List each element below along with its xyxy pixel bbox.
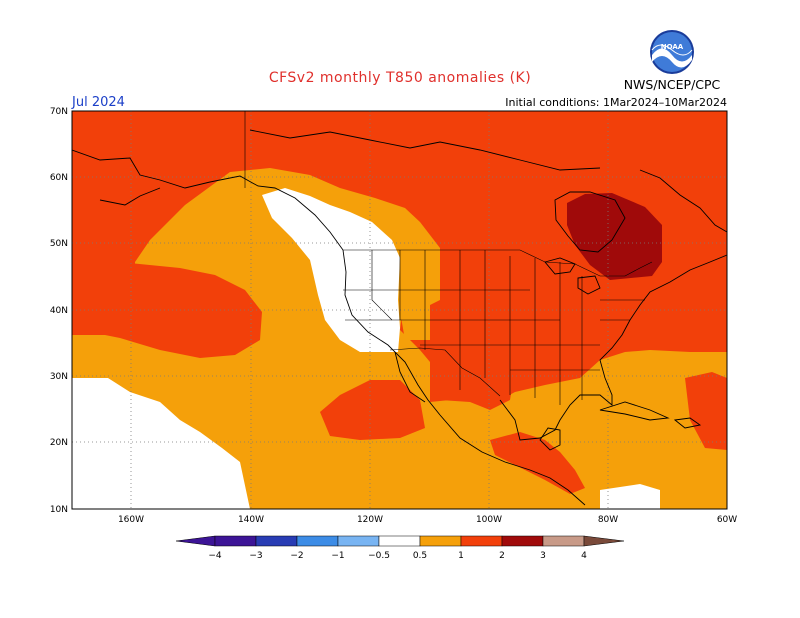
longitude-labels: 160W 140W 120W 100W 80W 60W: [118, 515, 737, 525]
lon-label-100w: 100W: [476, 515, 502, 525]
noaa-logo: NOAA: [650, 30, 694, 74]
colorbar-label: 1: [458, 551, 464, 561]
colorbar-swatch-lt-2: [296, 535, 339, 547]
latitude-labels: 70N 60N 50N 40N 30N 20N 10N: [50, 107, 68, 515]
lat-label-40: 40N: [50, 306, 68, 316]
colorbar-label: 0.5: [413, 551, 427, 561]
colorbar-swatch-gt-2: [501, 535, 544, 547]
map-title: CFSv2 monthly T850 anomalies (K): [269, 70, 531, 86]
lon-label-140w: 140W: [238, 515, 264, 525]
lat-label-50: 50N: [50, 239, 68, 249]
map-frame: [71, 110, 728, 510]
colorbar-label: −0.5: [368, 551, 390, 561]
colorbar-max-arrow: [583, 535, 625, 547]
lon-label-120w: 120W: [357, 515, 383, 525]
colorbar-label: −2: [290, 551, 303, 561]
anomaly-field: [72, 111, 727, 509]
colorbar-label: 4: [581, 551, 587, 561]
colorbar-label: 3: [540, 551, 546, 561]
political-borders: [244, 111, 653, 405]
forecast-month: Jul 2024: [71, 95, 125, 110]
noaa-logo-text: NOAA: [661, 43, 684, 51]
colorbar: −4 −3 −2 −1 −0.5 0.5 1 2 3 4: [175, 535, 625, 561]
colorbar-swatch-lt-4: [214, 535, 257, 547]
colorbar-min-arrow: [175, 535, 216, 547]
lat-label-60: 60N: [50, 173, 68, 183]
lat-label-70: 70N: [50, 107, 68, 117]
agency-label: NWS/NCEP/CPC: [624, 77, 721, 92]
colorbar-label: −4: [208, 551, 222, 561]
colorbar-swatch-lt-1: [337, 535, 380, 547]
lat-label-20: 20N: [50, 438, 68, 448]
lon-label-80w: 80W: [598, 515, 618, 525]
lat-label-30: 30N: [50, 372, 68, 382]
colorbar-swatch-gt-1: [460, 535, 503, 547]
colorbar-swatch-neutral: [378, 535, 421, 547]
lat-label-10: 10N: [50, 505, 68, 515]
lon-label-160w: 160W: [118, 515, 144, 525]
colorbar-swatch-gt-3: [542, 535, 585, 547]
colorbar-label: −1: [331, 551, 344, 561]
colorbar-swatch-lt-3: [255, 535, 298, 547]
colorbar-label: −3: [249, 551, 262, 561]
coastlines: [72, 129, 727, 506]
initial-conditions: Initial conditions: 1Mar2024–10Mar2024: [505, 96, 727, 109]
colorbar-swatch-gt-0-5: [419, 535, 462, 547]
lon-label-60w: 60W: [717, 515, 737, 525]
colorbar-label: 2: [499, 551, 505, 561]
